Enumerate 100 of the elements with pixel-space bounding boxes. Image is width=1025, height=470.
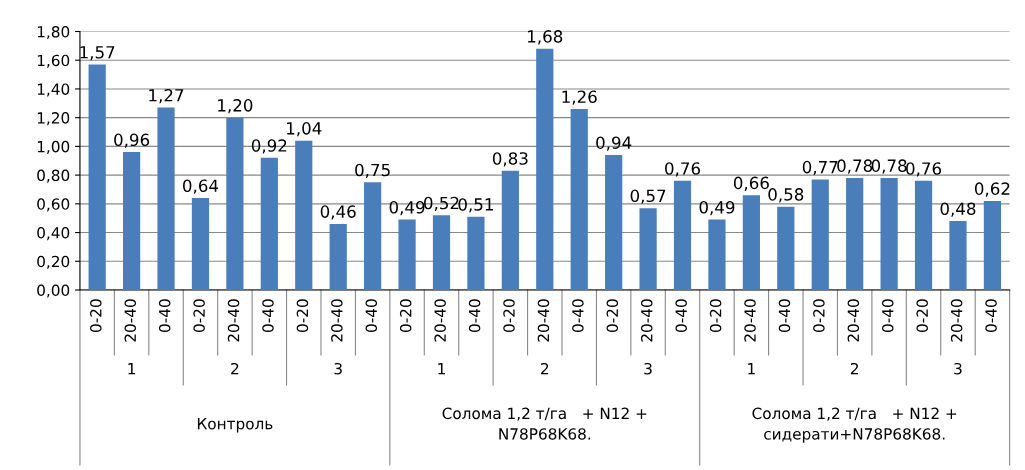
bar	[191, 198, 210, 290]
bar	[949, 221, 967, 290]
y-tick-label: 1,80	[37, 25, 70, 40]
data-label: 0,49	[699, 201, 735, 216]
text: 1	[128, 363, 136, 375]
x-tick-label: 0-40	[675, 299, 687, 332]
data-label: 1,27	[149, 88, 184, 104]
data-label: 0,58	[768, 188, 804, 203]
data-label: 0,76	[665, 162, 701, 177]
text: 2	[850, 362, 859, 375]
text: 2	[541, 362, 549, 375]
bar	[467, 216, 485, 290]
data-label: 0,94	[596, 136, 632, 151]
x-tick-label: 0-20	[399, 299, 412, 332]
x-tick-label: 0-20	[709, 299, 722, 332]
bar	[329, 223, 347, 290]
bar	[536, 48, 554, 290]
data-label: 0,52	[424, 196, 459, 212]
data-label: 0,64	[183, 179, 219, 194]
bar	[295, 140, 313, 290]
x-tick-label: 0-20	[90, 299, 102, 332]
x-tick-label: 0-40	[778, 299, 791, 332]
text: 3	[334, 362, 342, 375]
text: 1	[748, 363, 755, 375]
text: 3	[644, 362, 652, 375]
data-label: 0,83	[492, 152, 528, 167]
data-label: 0,96	[114, 133, 150, 148]
data-label: 0,76	[906, 162, 942, 177]
x-tick-label: 20-40	[124, 299, 137, 342]
bar	[501, 170, 519, 290]
data-label: 0,57	[630, 189, 666, 204]
data-label: 0,51	[458, 198, 493, 213]
bar	[983, 200, 1002, 290]
data-label: 0,78	[871, 159, 907, 174]
bar	[226, 117, 244, 290]
x-tick-label: 0-20	[813, 299, 825, 332]
text: 2	[231, 362, 239, 375]
y-tick-label: 0,80	[37, 169, 70, 183]
data-label: 1,20	[218, 99, 253, 114]
data-label: 0,66	[733, 176, 769, 191]
bar	[914, 180, 933, 290]
x-tick-label: 20-40	[331, 299, 343, 342]
data-label: 0,62	[974, 182, 1010, 197]
data-label: 0,78	[837, 159, 873, 174]
data-label: 0,77	[802, 160, 838, 176]
data-label: 1,04	[287, 122, 322, 137]
bar	[639, 208, 657, 290]
x-tick-label: 0-40	[365, 299, 378, 332]
data-label: 0,92	[251, 139, 287, 154]
text: 1	[438, 363, 445, 375]
x-tick-label: 0-20	[296, 299, 309, 332]
bar	[605, 155, 623, 290]
x-tick-label: 0-40	[881, 299, 894, 332]
bar	[708, 219, 726, 290]
x-tick-label: 0-20	[503, 299, 515, 332]
x-tick-label: 0-40	[572, 299, 584, 332]
data-label: 1,68	[528, 30, 563, 45]
bar	[673, 180, 692, 290]
bar	[157, 107, 175, 290]
x-tick-label: 0-20	[916, 299, 928, 332]
x-tick-label: 20-40	[950, 299, 963, 342]
bar	[88, 64, 106, 290]
data-label: 1,57	[80, 46, 115, 61]
bar	[122, 152, 141, 290]
text: Контроль	[197, 418, 273, 433]
x-tick-label: 20-40	[227, 299, 240, 342]
y-tick-label: 1,40	[37, 83, 70, 97]
data-label: 0,75	[355, 163, 390, 178]
data-label: 0,48	[940, 202, 976, 217]
bar	[432, 215, 451, 290]
y-tick-label: 0,20	[37, 255, 70, 269]
y-tick-label: 1,20	[37, 112, 70, 126]
bar	[880, 177, 898, 290]
x-tick-label: 0-20	[193, 299, 205, 332]
text: Солома 1,2 т/га + N12 + N78P68K68.	[442, 407, 647, 440]
data-label: 0,46	[320, 205, 356, 220]
bar	[398, 219, 416, 290]
bar	[777, 206, 795, 290]
y-tick-label: 0,60	[37, 198, 70, 212]
data-label: 1,26	[562, 90, 597, 105]
y-tick-label: 1,00	[37, 140, 70, 154]
x-tick-label: 20-40	[744, 299, 756, 342]
x-tick-label: 0-40	[985, 299, 997, 332]
bar	[742, 195, 760, 290]
bar	[811, 179, 829, 290]
x-tick-label: 20-40	[537, 299, 550, 342]
y-tick-label: 0,40	[37, 227, 70, 241]
x-tick-label: 20-40	[847, 299, 860, 342]
text: Солома 1,2 т/га + N12 + сидерати+N78P68K68.	[752, 407, 957, 443]
x-tick-label: 20-40	[434, 299, 446, 342]
x-tick-label: 0-40	[158, 299, 171, 332]
x-tick-label: 0-20	[606, 299, 619, 332]
data-label: 0,49	[389, 201, 425, 216]
y-tick-label: 0,00	[37, 284, 70, 298]
x-tick-label: 0-40	[468, 299, 481, 332]
x-tick-label: 20-40	[640, 299, 653, 342]
text: 3	[954, 362, 962, 375]
bar	[260, 157, 278, 290]
bar	[846, 177, 864, 290]
x-tick-label: 0-40	[262, 299, 274, 332]
